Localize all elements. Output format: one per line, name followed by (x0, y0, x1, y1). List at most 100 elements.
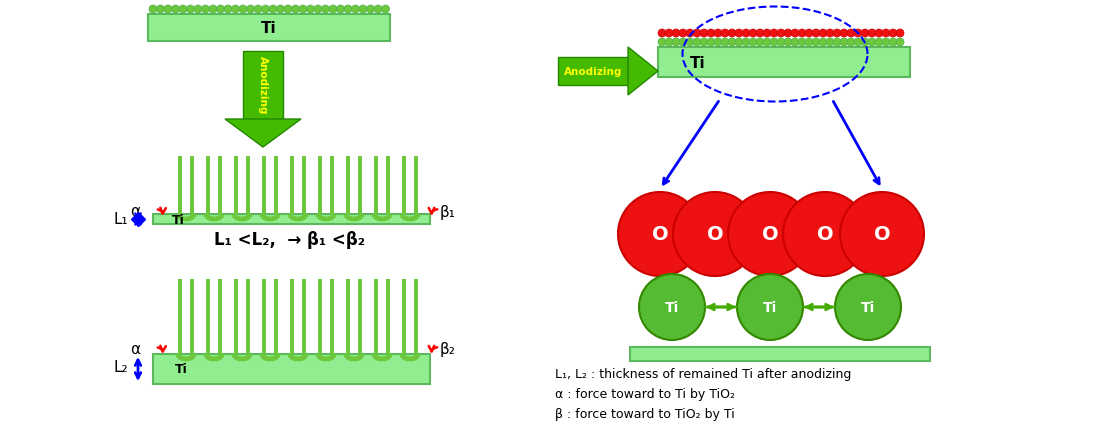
Circle shape (163, 6, 172, 14)
Text: L₁ <L₂,  → β₁ <β₂: L₁ <L₂, → β₁ <β₂ (215, 230, 365, 248)
Circle shape (672, 39, 680, 47)
Circle shape (292, 6, 299, 14)
Circle shape (896, 39, 904, 47)
Text: Ti: Ti (174, 363, 188, 376)
Circle shape (805, 39, 813, 47)
Circle shape (210, 6, 217, 14)
Circle shape (665, 39, 672, 47)
Circle shape (826, 39, 834, 47)
Circle shape (337, 6, 344, 14)
Circle shape (149, 6, 157, 14)
Circle shape (853, 30, 862, 38)
Circle shape (853, 39, 862, 47)
Circle shape (700, 39, 708, 47)
Circle shape (618, 193, 702, 276)
Circle shape (798, 30, 806, 38)
Circle shape (186, 6, 194, 14)
Circle shape (157, 6, 165, 14)
Circle shape (314, 6, 323, 14)
Bar (152, 215, 430, 225)
Polygon shape (627, 48, 658, 96)
Bar (358, 279, 362, 354)
Bar (234, 279, 238, 354)
Circle shape (735, 30, 743, 38)
Circle shape (255, 6, 262, 14)
Circle shape (764, 30, 771, 38)
Text: β₁: β₁ (440, 204, 456, 219)
Polygon shape (225, 120, 301, 148)
Bar (152, 354, 430, 384)
Circle shape (784, 39, 792, 47)
Circle shape (276, 6, 284, 14)
Circle shape (728, 39, 736, 47)
Circle shape (812, 39, 819, 47)
Circle shape (686, 39, 694, 47)
Circle shape (777, 39, 785, 47)
Circle shape (840, 39, 848, 47)
Circle shape (329, 6, 337, 14)
Bar (658, 48, 911, 78)
Bar (274, 157, 278, 215)
Circle shape (840, 30, 848, 38)
Circle shape (847, 30, 855, 38)
Bar (274, 279, 278, 354)
Text: Ti: Ti (861, 300, 875, 314)
Circle shape (224, 6, 231, 14)
Circle shape (840, 193, 924, 276)
Circle shape (672, 193, 757, 276)
Bar (414, 279, 418, 354)
Bar (290, 279, 294, 354)
Circle shape (706, 30, 715, 38)
Text: L₂: L₂ (113, 360, 128, 374)
Bar (206, 279, 210, 354)
Bar (386, 279, 391, 354)
Circle shape (728, 30, 736, 38)
Circle shape (882, 30, 890, 38)
Circle shape (770, 30, 778, 38)
Bar (330, 279, 333, 354)
Text: β : force toward to TiO₂ by Ti: β : force toward to TiO₂ by Ti (555, 408, 735, 420)
Circle shape (179, 6, 186, 14)
Bar (346, 279, 350, 354)
Circle shape (284, 6, 292, 14)
Bar (374, 279, 378, 354)
Circle shape (658, 39, 666, 47)
Circle shape (812, 30, 819, 38)
Circle shape (638, 274, 705, 340)
Bar (218, 279, 222, 354)
Circle shape (896, 30, 904, 38)
Bar (148, 15, 391, 42)
Circle shape (721, 30, 730, 38)
Circle shape (247, 6, 255, 14)
Text: Ti: Ti (665, 300, 679, 314)
Circle shape (882, 39, 890, 47)
Text: Anodizing: Anodizing (564, 67, 622, 77)
Circle shape (889, 39, 897, 47)
Circle shape (261, 6, 270, 14)
Circle shape (826, 30, 834, 38)
Bar (290, 157, 294, 215)
Text: L₁, L₂ : thickness of remained Ti after anodizing: L₁, L₂ : thickness of remained Ti after … (555, 367, 851, 381)
Circle shape (382, 6, 389, 14)
Circle shape (819, 30, 827, 38)
Circle shape (679, 30, 687, 38)
Text: L₁: L₁ (113, 212, 128, 227)
Circle shape (721, 39, 730, 47)
Text: O: O (873, 225, 891, 244)
Circle shape (202, 6, 210, 14)
Circle shape (777, 30, 785, 38)
Bar (402, 157, 406, 215)
Circle shape (742, 30, 750, 38)
Bar (302, 279, 306, 354)
Bar (346, 157, 350, 215)
Circle shape (366, 6, 374, 14)
Circle shape (742, 39, 750, 47)
Bar (302, 157, 306, 215)
Text: O: O (706, 225, 723, 244)
Circle shape (231, 6, 239, 14)
Circle shape (875, 30, 883, 38)
Circle shape (359, 6, 367, 14)
Bar (318, 279, 323, 354)
Circle shape (269, 6, 278, 14)
Text: Anodizing: Anodizing (258, 56, 268, 114)
